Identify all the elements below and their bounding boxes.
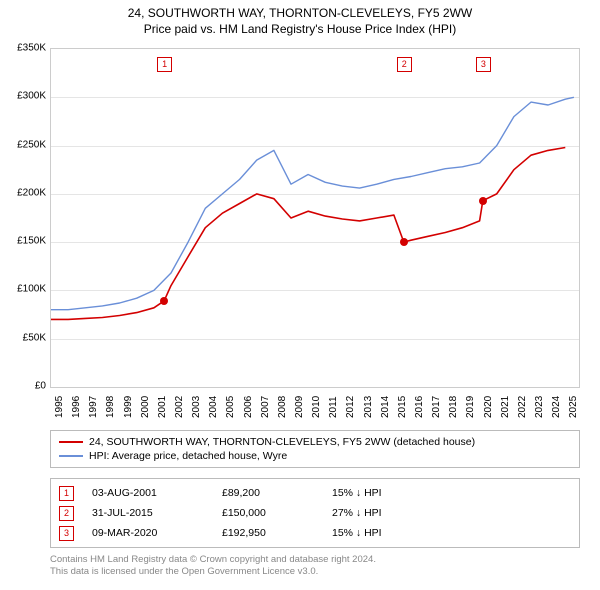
x-tick-label: 2025 xyxy=(568,396,579,418)
x-tick-label: 1998 xyxy=(105,396,116,418)
x-tick-label: 2021 xyxy=(500,396,511,418)
sale-dot-2 xyxy=(400,238,408,246)
x-tick-label: 2002 xyxy=(174,396,185,418)
x-tick-label: 2022 xyxy=(517,396,528,418)
x-tick-label: 2000 xyxy=(140,396,151,418)
x-tick-label: 2013 xyxy=(363,396,374,418)
y-tick-label: £200K xyxy=(8,187,46,198)
x-tick-label: 2005 xyxy=(225,396,236,418)
x-tick-label: 2023 xyxy=(534,396,545,418)
x-tick-label: 1996 xyxy=(71,396,82,418)
x-axis-labels: 1995 1996 1997 1998 1999 2000 2001 2002 2003 2004… xyxy=(50,390,580,430)
series-svg xyxy=(51,49,579,387)
x-tick-label: 2017 xyxy=(431,396,442,418)
x-tick-label: 2015 xyxy=(397,396,408,418)
x-tick-label: 2001 xyxy=(157,396,168,418)
sales-row-price: £89,200 xyxy=(222,487,332,499)
y-tick-label: £50K xyxy=(8,332,46,343)
y-tick-label: £350K xyxy=(8,43,46,54)
legend-swatch xyxy=(59,455,83,457)
title-block: 24, SOUTHWORTH WAY, THORNTON-CLEVELEYS, … xyxy=(0,0,600,37)
x-tick-label: 2007 xyxy=(260,396,271,418)
y-tick-label: £150K xyxy=(8,236,46,247)
title-line2: Price paid vs. HM Land Registry's House … xyxy=(0,22,600,38)
legend: 24, SOUTHWORTH WAY, THORNTON-CLEVELEYS, … xyxy=(50,430,580,468)
sales-row-marker: 2 xyxy=(59,506,74,521)
sales-row: 3 09-MAR-2020£192,95015% ↓ HPI xyxy=(59,523,571,543)
sale-dot-3 xyxy=(479,197,487,205)
sales-row-price: £192,950 xyxy=(222,527,332,539)
x-tick-label: 2009 xyxy=(294,396,305,418)
x-tick-label: 2008 xyxy=(277,396,288,418)
x-tick-label: 2014 xyxy=(380,396,391,418)
sale-dot-1 xyxy=(160,297,168,305)
x-tick-label: 2019 xyxy=(465,396,476,418)
x-tick-label: 2012 xyxy=(345,396,356,418)
x-tick-label: 1995 xyxy=(54,396,65,418)
x-tick-label: 2003 xyxy=(191,396,202,418)
x-tick-label: 2011 xyxy=(328,396,339,418)
sales-row: 1 03-AUG-2001£89,20015% ↓ HPI xyxy=(59,483,571,503)
legend-item: 24, SOUTHWORTH WAY, THORNTON-CLEVELEYS, … xyxy=(59,435,571,449)
sales-row-marker: 1 xyxy=(59,486,74,501)
y-tick-label: £100K xyxy=(8,284,46,295)
footer-line2: This data is licensed under the Open Gov… xyxy=(50,566,580,578)
sales-table: 103-AUG-2001£89,20015% ↓ HPI231-JUL-2015… xyxy=(50,478,580,548)
series-property xyxy=(51,148,565,320)
sale-marker-3: 3 xyxy=(476,57,491,72)
y-tick-label: £250K xyxy=(8,139,46,150)
sales-row: 2 31-JUL-2015£150,00027% ↓ HPI xyxy=(59,503,571,523)
sales-row-date: 03-AUG-2001 xyxy=(92,487,222,499)
x-tick-label: 1997 xyxy=(88,396,99,418)
sales-row-diff: 27% ↓ HPI xyxy=(332,507,452,519)
x-tick-label: 2006 xyxy=(243,396,254,418)
chart-container: 24, SOUTHWORTH WAY, THORNTON-CLEVELEYS, … xyxy=(0,0,600,590)
x-tick-label: 1999 xyxy=(123,396,134,418)
series-hpi xyxy=(51,97,574,309)
footer-line1: Contains HM Land Registry data © Crown c… xyxy=(50,554,580,566)
y-tick-label: £300K xyxy=(8,91,46,102)
x-tick-label: 2024 xyxy=(551,396,562,418)
legend-swatch xyxy=(59,441,83,443)
x-tick-label: 2016 xyxy=(414,396,425,418)
sales-row-diff: 15% ↓ HPI xyxy=(332,527,452,539)
footer: Contains HM Land Registry data © Crown c… xyxy=(50,554,580,579)
sales-row-marker: 3 xyxy=(59,526,74,541)
x-tick-label: 2004 xyxy=(208,396,219,418)
x-tick-label: 2010 xyxy=(311,396,322,418)
x-tick-label: 2018 xyxy=(448,396,459,418)
legend-item: HPI: Average price, detached house, Wyre xyxy=(59,449,571,463)
plot-area: 1 2 3 xyxy=(50,48,580,388)
sale-marker-1: 1 xyxy=(157,57,172,72)
title-line1: 24, SOUTHWORTH WAY, THORNTON-CLEVELEYS, … xyxy=(0,6,600,22)
legend-label: 24, SOUTHWORTH WAY, THORNTON-CLEVELEYS, … xyxy=(89,436,475,448)
y-tick-label: £0 xyxy=(8,381,46,392)
sales-row-date: 31-JUL-2015 xyxy=(92,507,222,519)
legend-label: HPI: Average price, detached house, Wyre xyxy=(89,450,287,462)
sales-row-diff: 15% ↓ HPI xyxy=(332,487,452,499)
sales-row-date: 09-MAR-2020 xyxy=(92,527,222,539)
sale-marker-2: 2 xyxy=(397,57,412,72)
x-tick-label: 2020 xyxy=(483,396,494,418)
sales-row-price: £150,000 xyxy=(222,507,332,519)
